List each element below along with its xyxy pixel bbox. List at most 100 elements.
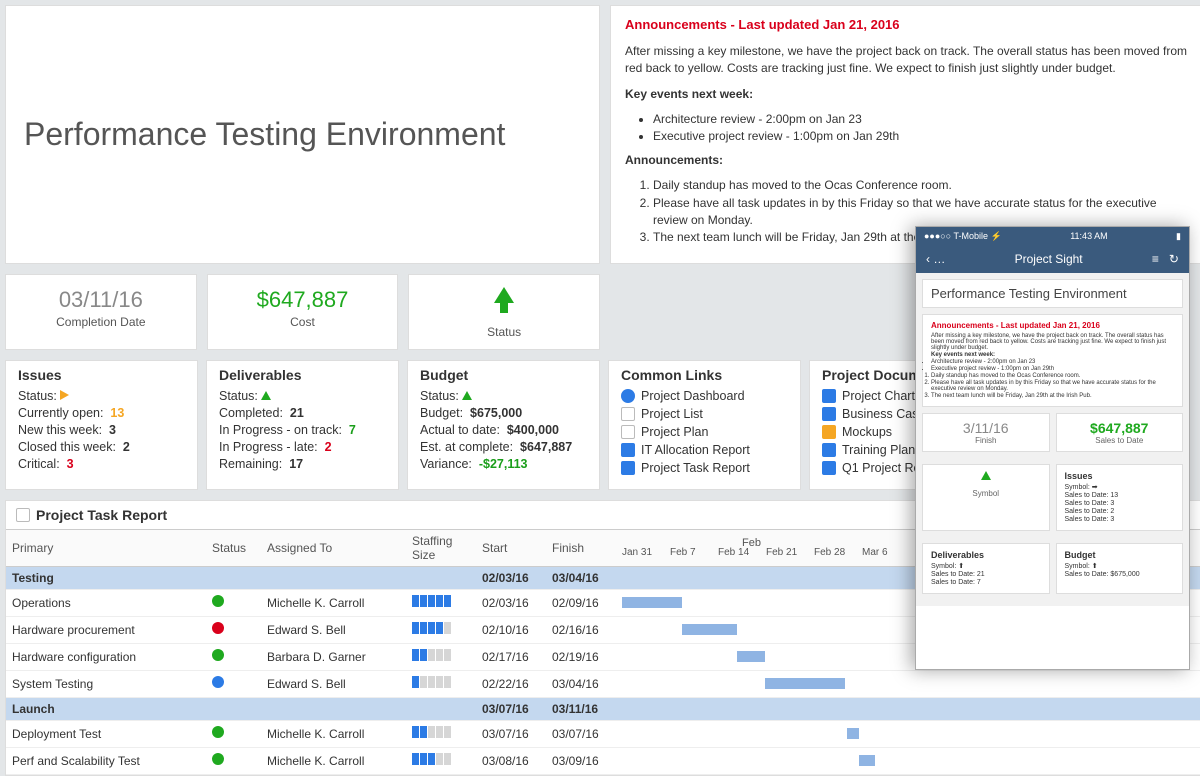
issues-status-label: Status:	[18, 389, 57, 403]
link-label: IT Allocation Report	[641, 443, 750, 457]
arrow-right-icon	[60, 390, 69, 400]
phone-nav-bar: ‹ … Project Sight ≡ ↻	[916, 245, 1189, 273]
phone-title: Performance Testing Environment	[931, 286, 1174, 301]
col-status[interactable]: Status	[206, 529, 261, 566]
phone-nav-actions[interactable]: ≡ ↻	[1152, 252, 1179, 266]
link-item[interactable]: IT Allocation Report	[621, 443, 788, 457]
stat-line: Budget: $675,000	[420, 406, 587, 420]
kpi-cost-value: $647,887	[214, 287, 392, 313]
phone-budget: Budget Symbol: ⬆Sales to Date: $675,000	[1056, 543, 1184, 594]
status-dot-icon	[212, 595, 224, 607]
staffing-icon	[412, 622, 451, 634]
gantt-bar	[737, 651, 765, 662]
link-item[interactable]: Project Task Report	[621, 461, 788, 475]
kpi-completion-value: 03/11/16	[12, 287, 190, 313]
gantt-bar	[859, 755, 875, 766]
stat-line: Actual to date: $400,000	[420, 423, 587, 437]
issues-heading: Issues	[18, 367, 185, 383]
phone-issues: Issues Symbol: ➡Sales to Date: 13Sales t…	[1056, 464, 1184, 531]
arrow-up-icon	[981, 471, 991, 480]
link-icon	[621, 443, 635, 457]
link-icon	[822, 425, 836, 439]
status-dot-icon	[212, 726, 224, 738]
staffing-icon	[412, 753, 451, 765]
phone-ann-para: After missing a key milestone, we have t…	[931, 333, 1174, 351]
stat-line: In Progress - on track: 7	[219, 423, 386, 437]
task-row[interactable]: System TestingEdward S. Bell02/22/1603/0…	[6, 670, 1200, 697]
link-icon	[621, 389, 635, 403]
link-label: Project List	[641, 407, 703, 421]
stat-line: Completed: 21	[219, 406, 386, 420]
link-icon	[621, 407, 635, 421]
phone-back-button[interactable]: ‹ …	[926, 252, 945, 266]
stat-line: Currently open: 13	[18, 406, 185, 420]
task-row[interactable]: Deployment TestMichelle K. Carroll03/07/…	[6, 720, 1200, 747]
stat-line: Critical: 3	[18, 457, 185, 471]
deliverables-heading: Deliverables	[219, 367, 386, 383]
col-primary[interactable]: Primary	[6, 529, 206, 566]
task-group-row[interactable]: Launch03/07/1603/11/16	[6, 697, 1200, 720]
phone-nav-title: Project Sight	[1015, 252, 1083, 266]
phone-deliverables: Deliverables Symbol: ⬆Sales to Date: 21S…	[922, 543, 1050, 594]
budget-status-label: Status:	[420, 389, 459, 403]
stat-line: Variance: -$27,113	[420, 457, 587, 471]
event-item: Executive project review - 1:00pm on Jan…	[653, 128, 1190, 145]
arrow-up-icon	[462, 391, 472, 400]
battery-icon: ▮	[1176, 231, 1181, 242]
link-icon	[621, 425, 635, 439]
link-label: Project Plan	[641, 425, 708, 439]
phone-kpi-symbol: Symbol	[922, 464, 1050, 531]
link-item[interactable]: Project List	[621, 407, 788, 421]
announcement-item: Daily standup has moved to the Ocas Conf…	[653, 177, 1190, 194]
stat-line: Remaining: 17	[219, 457, 386, 471]
events-heading: Key events next week:	[625, 87, 753, 101]
link-label: Mockups	[842, 425, 892, 439]
kpi-completion: 03/11/16 Completion Date	[5, 274, 197, 350]
staffing-icon	[412, 726, 451, 738]
arrow-up-icon	[261, 391, 271, 400]
phone-title-card: Performance Testing Environment	[922, 279, 1183, 308]
phone-kpi-sales: $647,887 Sales to Date	[1056, 413, 1184, 452]
phone-time: 11:43 AM	[1070, 231, 1107, 241]
announcements-card: Announcements - Last updated Jan 21, 201…	[610, 5, 1200, 264]
link-label: Training Plan	[842, 443, 915, 457]
phone-preview: ●●●○○ T-Mobile ⚡ 11:43 AM ▮ ‹ … Project …	[915, 226, 1190, 670]
link-icon	[822, 407, 836, 421]
kpi-status: Status	[408, 274, 600, 350]
link-icon	[822, 443, 836, 457]
link-label: Project Task Report	[641, 461, 750, 475]
event-item: Architecture review - 2:00pm on Jan 23	[653, 111, 1190, 128]
staffing-icon	[412, 649, 451, 661]
task-row[interactable]: Perf and Scalability TestMichelle K. Car…	[6, 747, 1200, 774]
stat-line: New this week: 3	[18, 423, 185, 437]
kpi-cost-label: Cost	[214, 315, 392, 329]
link-label: Business Case	[842, 407, 925, 421]
stat-line: Est. at complete: $647,887	[420, 440, 587, 454]
announcement-item: Please have all task updates in by this …	[653, 195, 1190, 230]
col-start[interactable]: Start	[476, 529, 546, 566]
col-assigned[interactable]: Assigned To	[261, 529, 406, 566]
kpi-row: 03/11/16 Completion Date $647,887 Cost S…	[5, 274, 600, 350]
phone-announcements: Announcements - Last updated Jan 21, 201…	[922, 314, 1183, 407]
phone-status-bar: ●●●○○ T-Mobile ⚡ 11:43 AM ▮	[916, 227, 1189, 245]
report-icon	[16, 508, 30, 522]
link-item[interactable]: Project Dashboard	[621, 389, 788, 403]
link-item[interactable]: Project Plan	[621, 425, 788, 439]
col-staffing[interactable]: Staffing Size	[406, 529, 476, 566]
link-label: Project Dashboard	[641, 389, 745, 403]
link-icon	[822, 461, 836, 475]
common-links-heading: Common Links	[621, 367, 788, 383]
gantt-bar	[847, 728, 859, 739]
title-card: Performance Testing Environment	[5, 5, 600, 264]
phone-carrier: ●●●○○ T-Mobile ⚡	[924, 231, 1002, 242]
kpi-completion-label: Completion Date	[12, 315, 190, 329]
status-dot-icon	[212, 649, 224, 661]
col-finish[interactable]: Finish	[546, 529, 616, 566]
events-list: Architecture review - 2:00pm on Jan 23Ex…	[653, 111, 1190, 146]
link-icon	[621, 461, 635, 475]
phone-ann-heading: Announcements - Last updated Jan 21, 201…	[931, 321, 1174, 330]
task-report-heading: Project Task Report	[36, 507, 167, 523]
gantt-bar	[765, 678, 845, 689]
link-label: Project Charter	[842, 389, 926, 403]
stat-line: Closed this week: 2	[18, 440, 185, 454]
